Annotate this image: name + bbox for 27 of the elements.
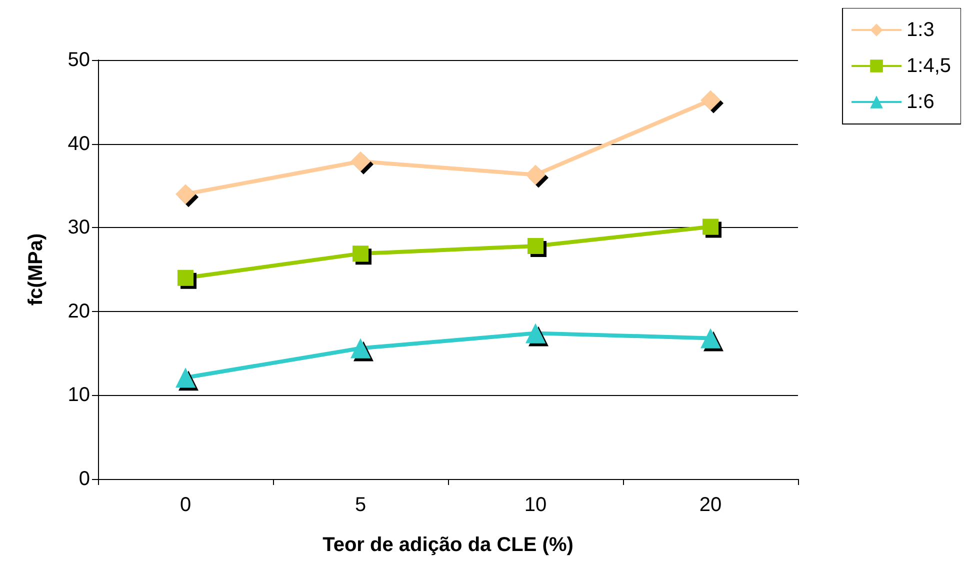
y-tick-label: 0	[78, 468, 90, 490]
legend-label: 1:4,5	[906, 55, 951, 77]
x-tick-label: 0	[180, 494, 192, 516]
point	[702, 218, 718, 235]
legend-label: 1:6	[906, 91, 934, 113]
x-tick-label: 20	[699, 494, 722, 516]
point	[700, 90, 720, 110]
point	[528, 238, 544, 254]
point	[350, 151, 370, 172]
y-tick-label: 10	[68, 384, 90, 406]
y-tick-label: 50	[68, 49, 90, 71]
point	[526, 164, 546, 185]
legend-label: 1:3	[906, 19, 934, 41]
y-axis-title: fc(MPa)	[25, 233, 47, 306]
point	[350, 338, 370, 358]
x-tick-label: 5	[354, 494, 366, 516]
point	[176, 184, 196, 204]
point	[352, 246, 368, 262]
y-tick-label: 30	[68, 216, 90, 239]
point	[178, 270, 194, 286]
x-tick-label: 10	[524, 494, 547, 516]
x-axis-title: Teor de adição da CLE (%)	[322, 534, 574, 556]
y-tick-label: 40	[68, 132, 90, 155]
point	[176, 368, 196, 388]
point	[700, 328, 720, 348]
y-tick-label: 20	[68, 300, 90, 322]
point	[526, 323, 546, 344]
